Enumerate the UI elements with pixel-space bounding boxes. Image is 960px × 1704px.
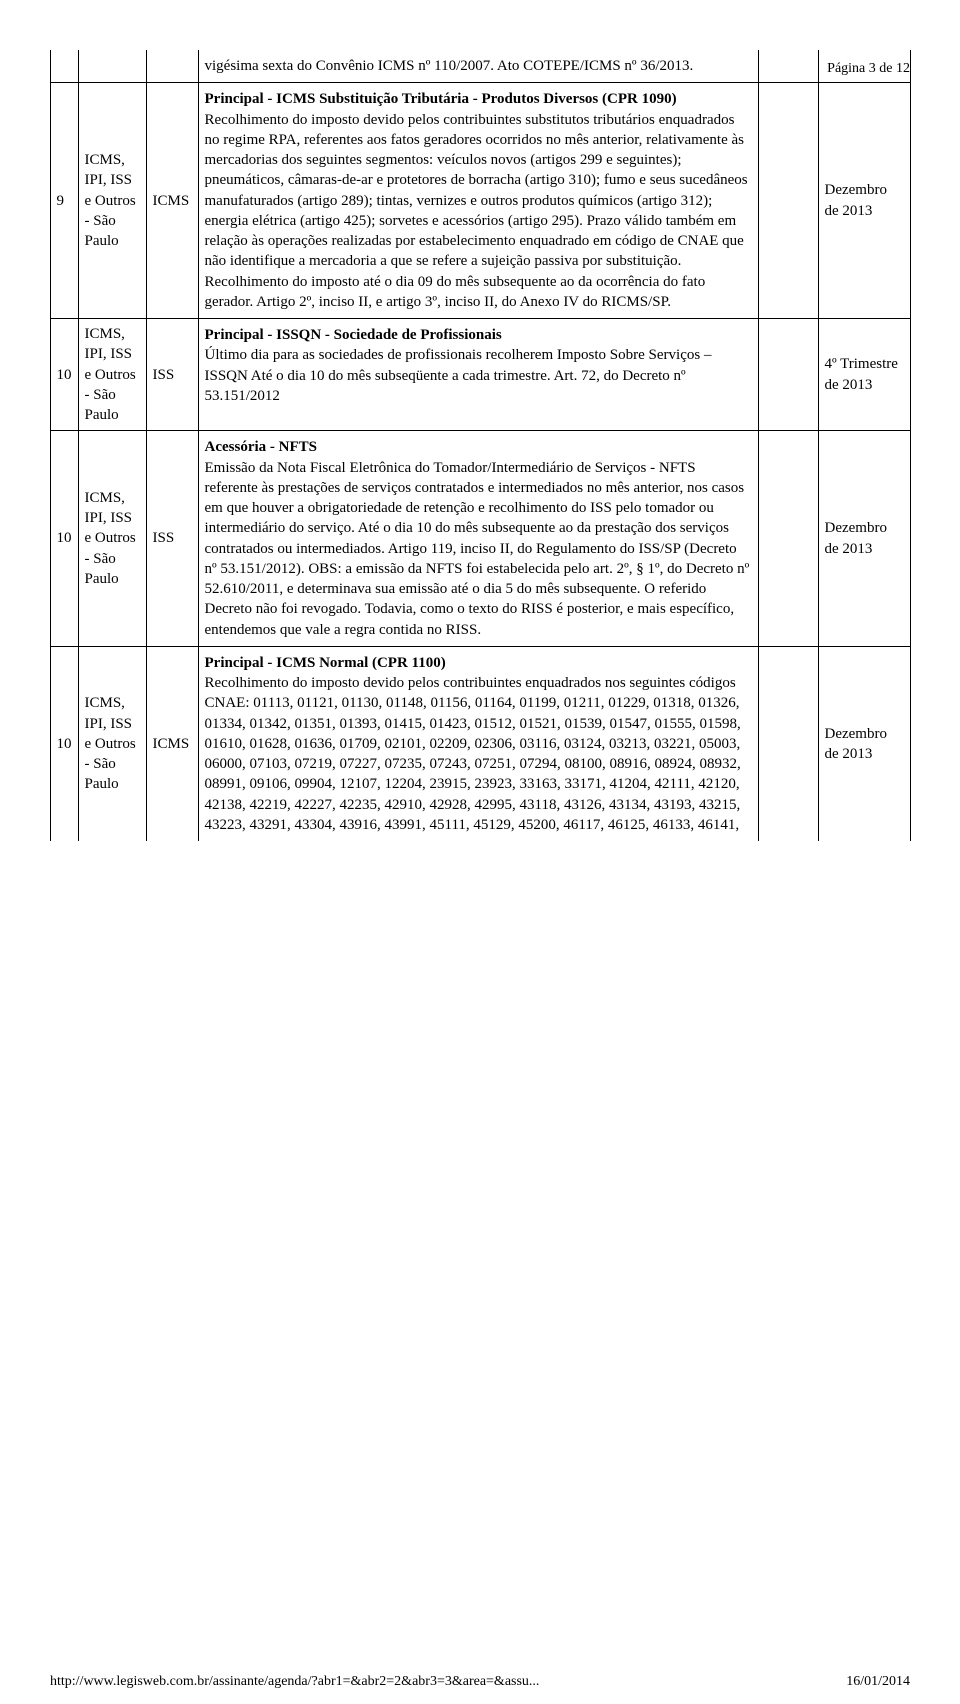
description-title: Principal - ICMS Substituição Tributária… bbox=[205, 91, 677, 107]
table-cell bbox=[758, 50, 818, 83]
table-cell: 4º Trimestre de 2013 bbox=[818, 319, 910, 431]
obligations-table: vigésima sexta do Convênio ICMS nº 110/2… bbox=[50, 50, 911, 841]
table-row: 10ICMS, IPI, ISS e Outros - São PauloISS… bbox=[50, 319, 910, 431]
description-title: Principal - ICMS Normal (CPR 1100) bbox=[205, 655, 446, 671]
description-cell: vigésima sexta do Convênio ICMS nº 110/2… bbox=[198, 50, 758, 83]
table-cell bbox=[758, 319, 818, 431]
table-cell: ISS bbox=[146, 431, 198, 647]
table-row: 10ICMS, IPI, ISS e Outros - São PauloISS… bbox=[50, 431, 910, 647]
table-cell bbox=[758, 646, 818, 841]
description-cell: Principal - ICMS Normal (CPR 1100) Recolh… bbox=[198, 646, 758, 841]
table-cell: ICMS, IPI, ISS e Outros - São Paulo bbox=[78, 431, 146, 647]
description-body: Recolhimento do imposto devido pelos con… bbox=[205, 112, 748, 310]
table-cell bbox=[758, 83, 818, 319]
page-number: Página 3 de 12 bbox=[827, 60, 910, 79]
table-cell: 10 bbox=[50, 431, 78, 647]
description-cell: Acessória - NFTS Emissão da Nota Fiscal E… bbox=[198, 431, 758, 647]
table-cell bbox=[50, 50, 78, 83]
footer-url: http://www.legisweb.com.br/assinante/age… bbox=[50, 1673, 539, 1692]
table-cell bbox=[758, 431, 818, 647]
description-title: Principal - ISSQN - Sociedade de Profiss… bbox=[205, 327, 502, 343]
description-title: Acessória - NFTS bbox=[205, 439, 318, 455]
table-cell: 10 bbox=[50, 646, 78, 841]
description-body: Último dia para as sociedades de profiss… bbox=[205, 347, 712, 404]
table-cell: Dezembro de 2013 bbox=[818, 83, 910, 319]
description-body: Recolhimento do imposto devido pelos con… bbox=[205, 675, 741, 833]
table-cell: ICMS, IPI, ISS e Outros - São Paulo bbox=[78, 646, 146, 841]
table-cell: Dezembro de 2013 bbox=[818, 431, 910, 647]
description-body: Emissão da Nota Fiscal Eletrônica do Tom… bbox=[205, 460, 750, 638]
table-row: vigésima sexta do Convênio ICMS nº 110/2… bbox=[50, 50, 910, 83]
table-cell: ICMS bbox=[146, 646, 198, 841]
table-row: 9ICMS, IPI, ISS e Outros - São PauloICMS… bbox=[50, 83, 910, 319]
page-footer: http://www.legisweb.com.br/assinante/age… bbox=[50, 1673, 910, 1692]
footer-date: 16/01/2014 bbox=[846, 1673, 910, 1692]
description-cell: Principal - ICMS Substituição Tributária… bbox=[198, 83, 758, 319]
table-cell: ICMS, IPI, ISS e Outros - São Paulo bbox=[78, 83, 146, 319]
table-cell: ISS bbox=[146, 319, 198, 431]
description-cell: Principal - ISSQN - Sociedade de Profiss… bbox=[198, 319, 758, 431]
table-cell: ICMS, IPI, ISS e Outros - São Paulo bbox=[78, 319, 146, 431]
table-cell: 10 bbox=[50, 319, 78, 431]
table-cell bbox=[146, 50, 198, 83]
table-cell bbox=[78, 50, 146, 83]
table-cell: Dezembro de 2013 bbox=[818, 646, 910, 841]
table-cell: ICMS bbox=[146, 83, 198, 319]
table-cell: 9 bbox=[50, 83, 78, 319]
table-row: 10ICMS, IPI, ISS e Outros - São PauloICM… bbox=[50, 646, 910, 841]
